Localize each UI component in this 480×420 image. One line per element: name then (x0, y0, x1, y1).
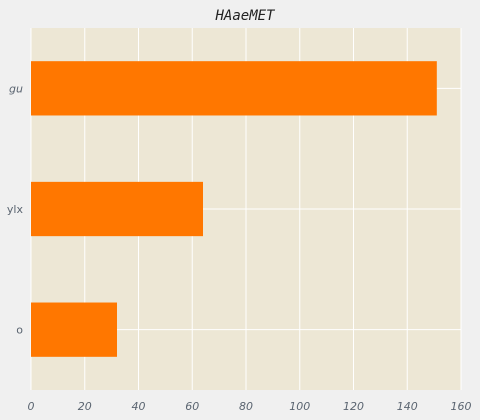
y-axis-ticks: o ylx gu (7, 82, 24, 336)
x-axis-ticks: 0 20 40 60 80 100 120 140 160 (28, 400, 472, 413)
bars (31, 61, 437, 357)
x-tick-label: 60 (185, 400, 199, 413)
x-tick-label: 20 (78, 400, 92, 413)
y-tick-label-ylx: ylx (7, 203, 24, 216)
x-tick-label: 100 (289, 400, 310, 413)
chart-title: HAaeMET (214, 8, 276, 24)
x-tick-label: 0 (28, 400, 35, 413)
x-tick-label: 140 (397, 400, 418, 413)
y-tick-label-o: o (16, 324, 23, 337)
x-tick-label: 120 (343, 400, 364, 413)
y-tick-label-gu: gu (9, 82, 23, 95)
bar-o (31, 302, 117, 357)
bar-gu (31, 61, 437, 116)
x-tick-label: 40 (132, 400, 146, 413)
x-tick-label: 160 (451, 400, 472, 413)
bar-ylx (31, 181, 203, 237)
x-tick-label: 80 (239, 400, 253, 413)
